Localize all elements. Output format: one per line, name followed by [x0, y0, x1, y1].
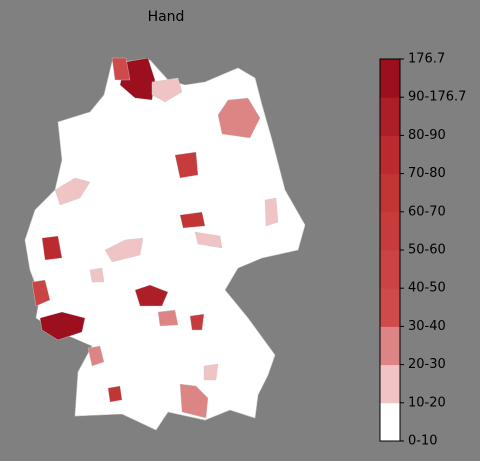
colorbar-segment — [380, 59, 400, 98]
colorbar-label: 70-80 — [408, 166, 446, 181]
colorbar-label: 60-70 — [408, 204, 446, 219]
colorbar-segment — [380, 326, 400, 366]
colorbar-label: 176.7 — [408, 52, 445, 67]
region — [39, 311, 86, 341]
colorbar: 0-10 10-20 20-30 30-40 40-50 50-60 60-70 70-80 8… — [379, 52, 466, 449]
region — [31, 279, 51, 307]
colorbar-label: 0-10 — [408, 434, 438, 449]
region — [179, 211, 206, 229]
map-title: Hand — [148, 9, 185, 25]
colorbar-segment — [380, 250, 400, 289]
region — [134, 284, 169, 307]
colorbar-label: 80-90 — [408, 128, 446, 143]
region — [111, 57, 131, 81]
colorbar-segment — [380, 97, 400, 136]
colorbar-segment — [380, 402, 400, 442]
germany-map — [24, 57, 306, 431]
region — [104, 237, 144, 263]
colorbar-label: 40-50 — [408, 281, 446, 296]
colorbar-segment — [380, 135, 400, 175]
region — [217, 97, 261, 139]
colorbar-label: 30-40 — [408, 319, 446, 334]
region — [41, 235, 63, 261]
colorbar-label: 50-60 — [408, 243, 446, 258]
colorbar-segment — [380, 173, 400, 213]
region — [87, 345, 105, 367]
region — [174, 151, 199, 179]
colorbar-label: 20-30 — [408, 357, 446, 372]
region — [189, 313, 205, 331]
region — [151, 77, 183, 103]
region — [203, 363, 219, 381]
region — [157, 309, 179, 327]
colorbar-segment — [380, 211, 400, 251]
region — [89, 267, 105, 283]
region — [54, 177, 91, 206]
colorbar-label: 10-20 — [408, 395, 446, 410]
region — [179, 383, 209, 419]
region — [107, 385, 123, 403]
colorbar-segment — [380, 364, 400, 404]
region — [194, 231, 223, 249]
region — [264, 197, 279, 227]
colorbar-segment — [380, 288, 400, 327]
colorbar-label: 90-176.7 — [408, 90, 466, 105]
region — [119, 57, 156, 101]
